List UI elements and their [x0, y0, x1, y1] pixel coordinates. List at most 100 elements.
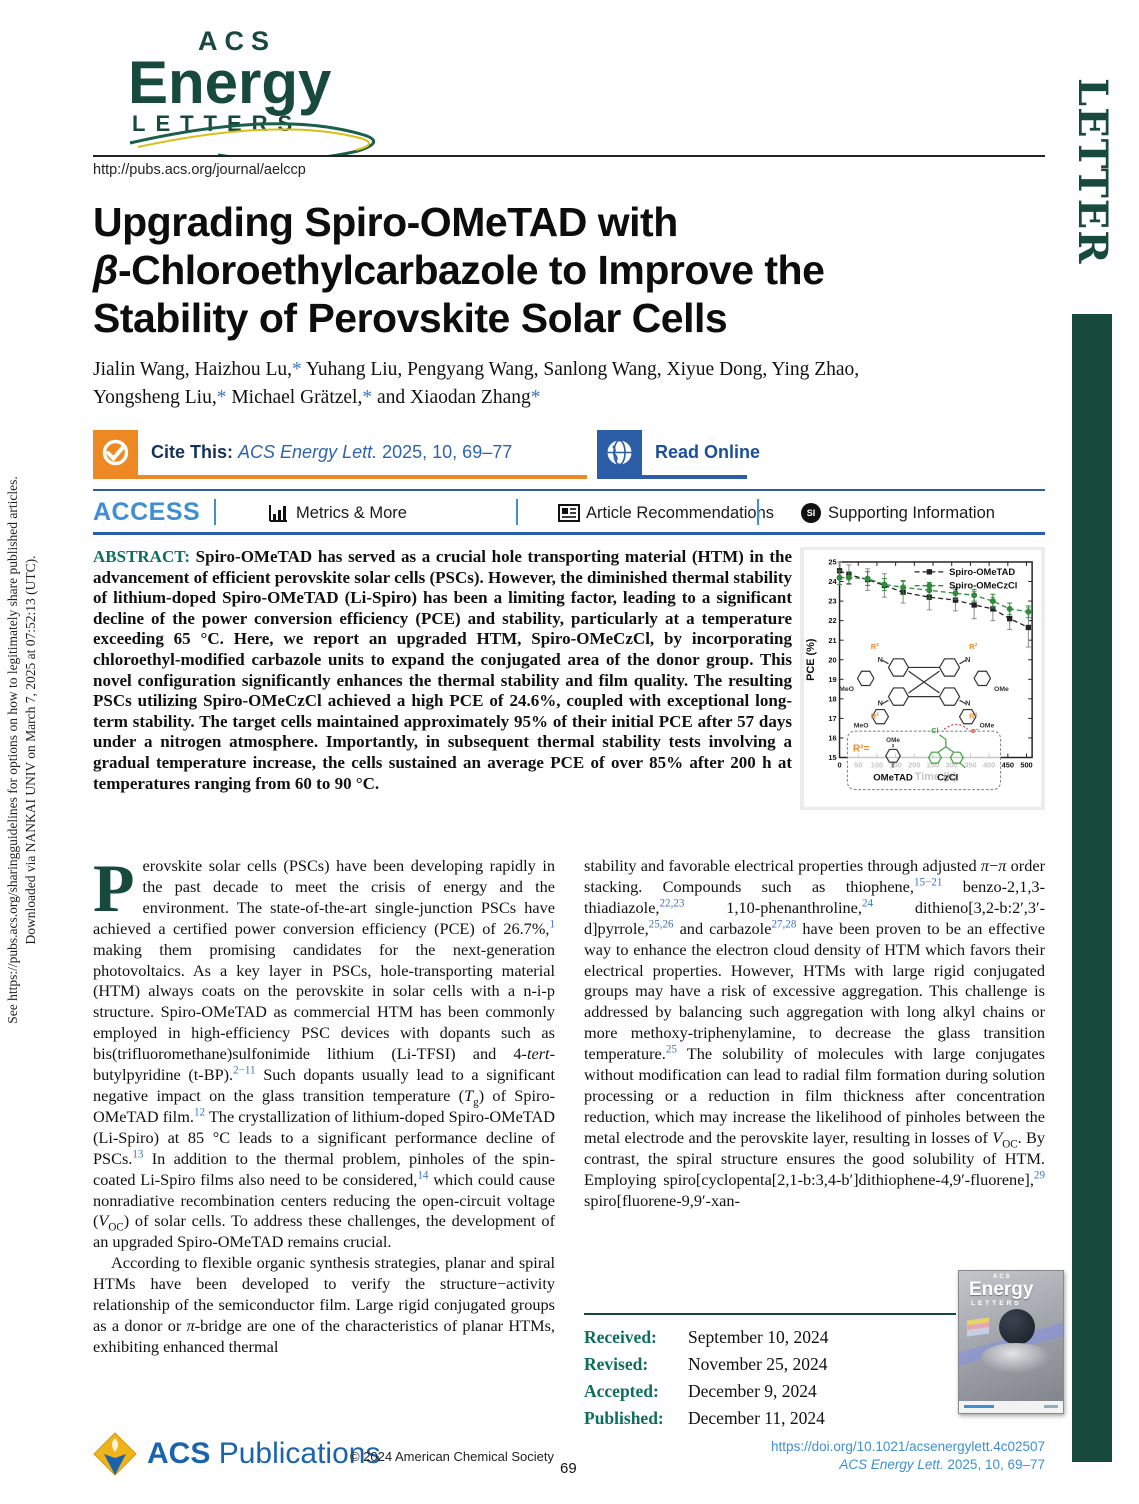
masthead-rule — [93, 155, 1045, 157]
author-line-1: Jialin Wang, Haizhou Lu,* Yuhang Liu, Pe… — [93, 359, 860, 380]
svg-text:19: 19 — [828, 675, 836, 684]
section-label-letter: LETTER — [1069, 78, 1116, 265]
r-group-inset-box — [846, 730, 1002, 791]
supporting-information-link[interactable]: Supporting Information — [828, 504, 995, 522]
cover-disc — [981, 1343, 1051, 1373]
author-list: Jialin Wang, Haizhou Lu,* Yuhang Liu, Pe… — [93, 356, 1033, 412]
journal-logo-acs: ACS — [198, 26, 277, 56]
svg-text:15: 15 — [828, 753, 836, 762]
section-label-bar — [1072, 314, 1112, 1462]
paragraph: stability and favorable electrical prope… — [584, 856, 1045, 1210]
dates-rule — [584, 1313, 956, 1315]
cover-logo-letters: LETTERS — [971, 1300, 1022, 1307]
svg-text:20: 20 — [828, 655, 836, 664]
doi-link[interactable]: https://doi.org/10.1021/acsenergylett.4c… — [771, 1439, 1045, 1454]
acs-diamond-icon — [93, 1432, 137, 1476]
read-online-link[interactable]: Read Online — [655, 442, 761, 462]
cite-this-icon — [93, 430, 138, 475]
svg-text:16: 16 — [828, 734, 836, 743]
access-link[interactable]: ACCESS — [93, 498, 201, 526]
r2-label: R² — [969, 711, 978, 720]
journal-logo-energy: Energy — [128, 49, 332, 116]
cover-device-stack — [967, 1317, 989, 1337]
inset-r2-label: R²= — [853, 743, 870, 754]
r2-label: R² — [969, 642, 978, 651]
n-atom-label: N — [965, 655, 970, 664]
svg-text:PCE (%): PCE (%) — [805, 638, 817, 681]
access-rule-top — [93, 489, 1045, 491]
title-line-1: Upgrading Spiro-OMeTAD with — [93, 199, 678, 245]
meo-label: MeO — [839, 686, 854, 693]
n-atom-label: N — [965, 699, 970, 708]
cover-logo-energy: Energy — [969, 1279, 1034, 1300]
page-title: Upgrading Spiro-OMeTAD with β-Chloroethy… — [93, 198, 1013, 342]
journal-logo: ACS Energy LETTERS — [128, 26, 448, 157]
author-line-2: Yongsheng Liu,* Michael Grätzel,* and Xi… — [93, 387, 541, 408]
electron-arrow-icon — [943, 723, 969, 730]
sharing-guidelines-line: See https://pubs.acs.org/sharingguidelin… — [5, 476, 20, 1024]
svg-text:25: 25 — [828, 558, 836, 567]
read-online-underline — [597, 475, 747, 479]
date-row: Accepted: December 9, 2024 — [584, 1381, 817, 1401]
supporting-information-icon: SI — [801, 503, 821, 523]
inset-electron-label: e⁻ — [971, 726, 979, 735]
title-line-3: Stability of Perovskite Solar Cells — [93, 295, 728, 341]
date-row: Published: December 11, 2024 — [584, 1408, 825, 1428]
inset-cl-label: Cl — [931, 726, 938, 735]
svg-text:Spiro-OMeTAD: Spiro-OMeTAD — [949, 567, 1015, 577]
metrics-chart-icon — [269, 505, 287, 522]
graphical-abstract: 1516171819202122232425050100150200250300… — [800, 547, 1045, 810]
cover-dome — [999, 1309, 1035, 1345]
svg-text:18: 18 — [828, 694, 836, 703]
doi-block: https://doi.org/10.1021/acsenergylett.4c… — [700, 1438, 1045, 1474]
access-rule-bottom — [93, 532, 1045, 535]
inset-ome-label: OMe — [886, 737, 900, 744]
inset-czcl-label: CzCl — [937, 772, 958, 783]
r2-label: R² — [871, 711, 880, 720]
cite-this-reference: ACS Energy Lett. 2025, 10, 69–77 — [238, 442, 513, 462]
abstract-text: ABSTRACT: Spiro-OMeTAD has served as a c… — [93, 547, 792, 794]
footer-citation: ACS Energy Lett. 2025, 10, 69–77 — [839, 1457, 1045, 1472]
svg-text:24: 24 — [828, 577, 837, 586]
article-recommendations-link[interactable]: Article Recommendations — [586, 504, 774, 522]
body-column-2: stability and favorable electrical prope… — [584, 856, 1045, 1211]
copyright-text: © 2024 American Chemical Society — [350, 1449, 554, 1464]
article-recommendations-icon — [558, 504, 580, 522]
abstract-body: Spiro-OMeTAD has served as a crucial hol… — [93, 547, 792, 793]
cite-this-text[interactable]: Cite This: ACS Energy Lett. 2025, 10, 69… — [151, 442, 512, 463]
date-row: Revised: November 25, 2024 — [584, 1354, 828, 1374]
access-divider-2 — [516, 499, 518, 525]
journal-url-link[interactable]: http://pubs.acs.org/journal/aelccp — [93, 162, 306, 178]
svg-text:500: 500 — [1020, 760, 1032, 769]
cite-underline — [93, 475, 587, 479]
n-atom-label: N — [878, 655, 883, 664]
page-number: 69 — [560, 1460, 577, 1477]
title-line-2: β-Chloroethylcarbazole to Improve the — [93, 247, 825, 293]
ome-label: OMe — [979, 723, 994, 730]
article-dates: Received: September 10, 2024 Revised: Nove… — [584, 1324, 828, 1432]
read-online-globe-icon[interactable] — [597, 430, 642, 475]
svg-text:21: 21 — [828, 636, 836, 645]
journal-cover-thumbnail[interactable]: ACS Energy LETTERS — [958, 1270, 1064, 1414]
drop-cap: P — [93, 850, 135, 926]
svg-text:0: 0 — [837, 760, 841, 769]
metrics-and-more-link[interactable]: Metrics & More — [296, 504, 407, 522]
sidebar-download-note: See https://pubs.acs.org/sharingguidelin… — [4, 400, 48, 1100]
svg-text:17: 17 — [828, 714, 836, 723]
meo-label: MeO — [854, 723, 869, 730]
cover-logo-acs: ACS — [993, 1274, 1012, 1280]
svg-text:Spiro-OMeCzCl: Spiro-OMeCzCl — [949, 581, 1017, 591]
svg-text:22: 22 — [828, 616, 836, 625]
inset-ometad-label: OMeTAD — [873, 772, 913, 783]
svg-text:450: 450 — [1002, 760, 1014, 769]
acs-publications-logo[interactable]: ACS Publications — [93, 1432, 380, 1476]
date-row: Received: September 10, 2024 — [584, 1327, 829, 1347]
molecule-structure: N N N N MeO MeO OMe OMe R² R² R² R² R²= … — [839, 642, 1009, 791]
downloaded-via-line: Downloaded via NANKAI UNIV on March 7, 2… — [23, 555, 38, 945]
cite-this-label: Cite This: — [151, 442, 234, 462]
n-atom-label: N — [878, 699, 883, 708]
svg-text:23: 23 — [828, 597, 836, 606]
